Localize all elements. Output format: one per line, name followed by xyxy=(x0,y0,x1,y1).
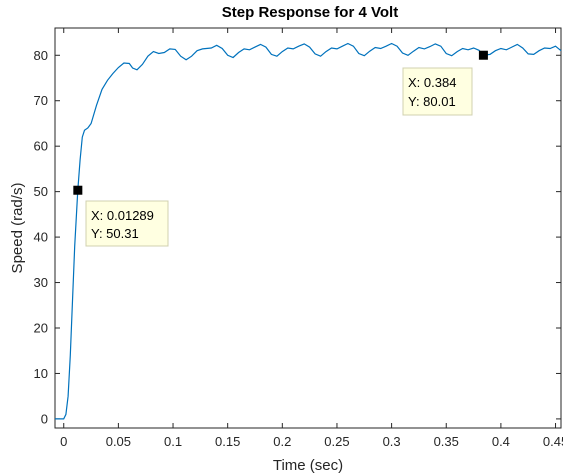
y-tick-label: 50 xyxy=(34,184,48,199)
x-axis-label: Time (sec) xyxy=(273,457,343,474)
y-tick-label: 20 xyxy=(34,321,48,336)
x-tick-label: 0.25 xyxy=(324,434,349,449)
datatip-1-x-label: X: 0.01289 xyxy=(91,208,154,223)
x-tick-label: 0 xyxy=(60,434,67,449)
x-tick-label: 0.05 xyxy=(106,434,131,449)
chart-title: Step Response for 4 Volt xyxy=(222,4,398,21)
datatip-2-box xyxy=(402,67,473,116)
y-tick-label: 70 xyxy=(34,93,48,108)
y-tick-label: 80 xyxy=(34,48,48,63)
datatip-1[interactable]: X: 0.01289 Y: 50.31 xyxy=(73,185,169,247)
y-axis: 0 10 20 30 40 50 60 70 80 xyxy=(34,48,561,426)
datatip-1-y-label: Y: 50.31 xyxy=(91,226,139,241)
y-axis-label: Speed (rad/s) xyxy=(9,183,26,274)
y-tick-label: 30 xyxy=(34,275,48,290)
x-tick-label: 0.2 xyxy=(273,434,291,449)
x-tick-label: 0.4 xyxy=(492,434,510,449)
x-tick-label: 0.1 xyxy=(164,434,182,449)
datatip-1-box xyxy=(85,200,169,247)
y-tick-label: 60 xyxy=(34,139,48,154)
speed-series-line xyxy=(55,42,562,420)
x-tick-label: 0.15 xyxy=(215,434,240,449)
datatip-2-y-label: Y: 80.01 xyxy=(408,94,456,109)
y-tick-label: 40 xyxy=(34,230,48,245)
datatip-2-marker[interactable] xyxy=(478,50,488,60)
datatip-1-marker[interactable] xyxy=(73,185,83,195)
datatip-2-x-label: X: 0.384 xyxy=(408,75,456,90)
datatip-2[interactable]: X: 0.384 Y: 80.01 xyxy=(402,50,488,116)
x-tick-label: 0.45 xyxy=(543,434,563,449)
x-axis: 0 0.05 0.1 0.15 0.2 0.25 0.3 0.35 0.4 0.45 xyxy=(60,28,563,449)
y-tick-label: 10 xyxy=(34,366,48,381)
x-tick-label: 0.35 xyxy=(434,434,459,449)
x-tick-label: 0.3 xyxy=(383,434,401,449)
y-tick-label: 0 xyxy=(41,411,48,426)
